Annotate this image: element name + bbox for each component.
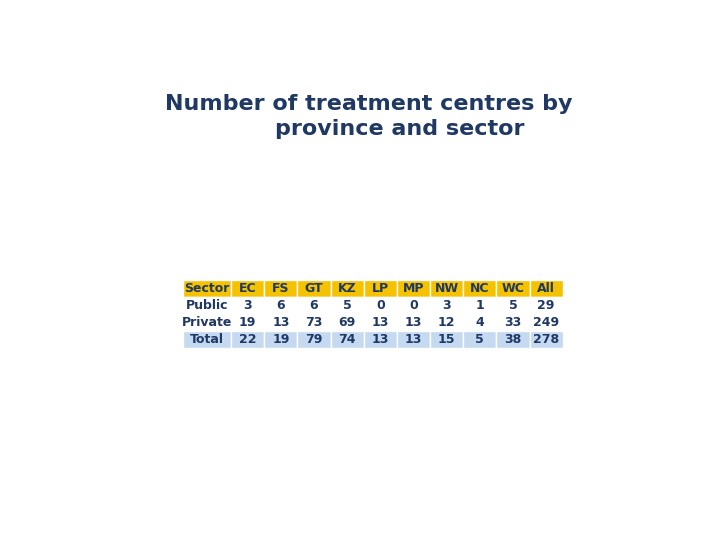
Bar xyxy=(530,314,563,331)
Text: 1: 1 xyxy=(475,299,485,312)
Text: Public: Public xyxy=(186,299,228,312)
Text: EC: EC xyxy=(239,282,256,295)
Text: 13: 13 xyxy=(405,316,422,329)
Text: All: All xyxy=(537,282,555,295)
Bar xyxy=(364,298,397,314)
Bar xyxy=(264,298,297,314)
Text: 19: 19 xyxy=(239,316,256,329)
Text: 13: 13 xyxy=(372,333,389,346)
Bar xyxy=(183,314,231,331)
Text: 13: 13 xyxy=(372,316,389,329)
Text: 33: 33 xyxy=(505,316,521,329)
Bar xyxy=(330,314,364,331)
Bar xyxy=(297,298,330,314)
Bar xyxy=(530,280,563,298)
Bar xyxy=(430,314,463,331)
Text: 13: 13 xyxy=(272,316,289,329)
Text: Number of treatment centres by
        province and sector: Number of treatment centres by province … xyxy=(166,94,572,139)
Bar xyxy=(430,298,463,314)
Bar xyxy=(463,314,496,331)
Bar xyxy=(231,280,264,298)
Text: 73: 73 xyxy=(305,316,323,329)
Text: 5: 5 xyxy=(508,299,518,312)
Text: 6: 6 xyxy=(310,299,318,312)
Text: 74: 74 xyxy=(338,333,356,346)
Text: Private: Private xyxy=(182,316,233,329)
Text: 15: 15 xyxy=(438,333,456,346)
Bar xyxy=(397,314,430,331)
Text: 29: 29 xyxy=(537,299,555,312)
Bar xyxy=(364,331,397,348)
Bar xyxy=(231,314,264,331)
Bar xyxy=(231,331,264,348)
Bar xyxy=(364,280,397,298)
Bar xyxy=(364,314,397,331)
Text: 4: 4 xyxy=(475,316,485,329)
Text: 5: 5 xyxy=(475,333,485,346)
Bar xyxy=(183,298,231,314)
Text: 249: 249 xyxy=(533,316,559,329)
Text: KZ: KZ xyxy=(338,282,356,295)
Text: 0: 0 xyxy=(409,299,418,312)
Text: Total: Total xyxy=(190,333,224,346)
Text: 6: 6 xyxy=(276,299,285,312)
Bar xyxy=(264,331,297,348)
Bar xyxy=(496,280,530,298)
Bar xyxy=(397,298,430,314)
Bar xyxy=(297,314,330,331)
Bar xyxy=(530,331,563,348)
Bar xyxy=(530,298,563,314)
Text: 22: 22 xyxy=(239,333,256,346)
Text: MP: MP xyxy=(402,282,424,295)
Bar xyxy=(496,314,530,331)
Bar xyxy=(397,280,430,298)
Bar xyxy=(463,331,496,348)
Text: NC: NC xyxy=(470,282,490,295)
Text: WC: WC xyxy=(502,282,524,295)
Bar xyxy=(183,280,231,298)
Bar xyxy=(496,331,530,348)
Bar xyxy=(330,331,364,348)
Text: LP: LP xyxy=(372,282,389,295)
Text: 69: 69 xyxy=(338,316,356,329)
Bar xyxy=(297,331,330,348)
Text: 3: 3 xyxy=(442,299,451,312)
Text: NW: NW xyxy=(435,282,459,295)
Bar xyxy=(183,331,231,348)
Bar xyxy=(463,280,496,298)
Bar xyxy=(463,298,496,314)
Bar xyxy=(297,280,330,298)
Bar xyxy=(397,331,430,348)
Text: 79: 79 xyxy=(305,333,323,346)
Bar xyxy=(231,298,264,314)
Bar xyxy=(430,280,463,298)
Bar xyxy=(330,280,364,298)
Bar xyxy=(496,298,530,314)
Bar xyxy=(264,280,297,298)
Text: 3: 3 xyxy=(243,299,252,312)
Text: GT: GT xyxy=(305,282,323,295)
Text: 13: 13 xyxy=(405,333,422,346)
Text: FS: FS xyxy=(272,282,289,295)
Text: 38: 38 xyxy=(505,333,521,346)
Text: 0: 0 xyxy=(376,299,384,312)
Bar xyxy=(264,314,297,331)
Text: Sector: Sector xyxy=(184,282,230,295)
Text: 12: 12 xyxy=(438,316,456,329)
Text: 19: 19 xyxy=(272,333,289,346)
Bar xyxy=(330,298,364,314)
Bar xyxy=(430,331,463,348)
Text: 5: 5 xyxy=(343,299,351,312)
Text: 278: 278 xyxy=(533,333,559,346)
